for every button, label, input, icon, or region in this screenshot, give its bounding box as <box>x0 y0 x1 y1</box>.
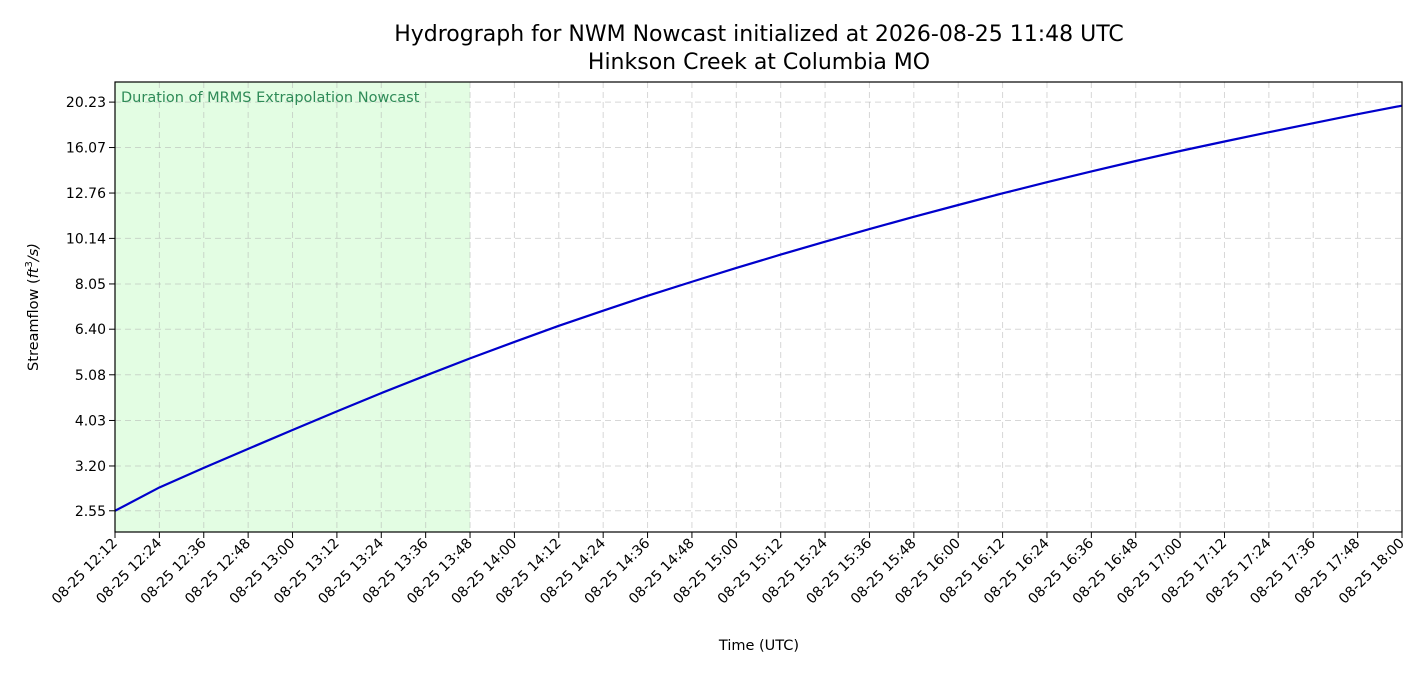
y-axis-label: Streamflow (ft3/s) <box>24 243 42 371</box>
y-tick-label: 10.14 <box>66 231 106 247</box>
x-axis-label: Time (UTC) <box>718 638 799 654</box>
y-tick-label: 3.20 <box>75 459 106 475</box>
streamflow-line <box>114 104 1403 512</box>
y-tick-label: 2.55 <box>75 504 106 520</box>
y-tick-label: 6.40 <box>75 322 106 338</box>
grid <box>114 82 1403 532</box>
plot-frame <box>114 81 1403 533</box>
y-axis-ticks: 2.55 3.20 4.03 5.08 6.40 8.05 10.14 12.76 16.07 2… <box>66 95 115 520</box>
chart-subtitle: Hinkson Creek at Columbia MO <box>588 50 930 75</box>
series-layer <box>114 104 1403 512</box>
y-tick-label: 12.76 <box>66 186 106 202</box>
y-tick-label: 5.08 <box>75 368 106 384</box>
chart-title: Hydrograph for NWM Nowcast initialized a… <box>394 22 1124 47</box>
y-tick-label: 8.05 <box>75 277 106 293</box>
y-tick-label: 20.23 <box>66 95 106 111</box>
shaded-region-label: Duration of MRMS Extrapolation Nowcast <box>121 90 420 106</box>
y-tick-label: 4.03 <box>75 413 106 429</box>
y-tick-label: 16.07 <box>66 141 106 157</box>
